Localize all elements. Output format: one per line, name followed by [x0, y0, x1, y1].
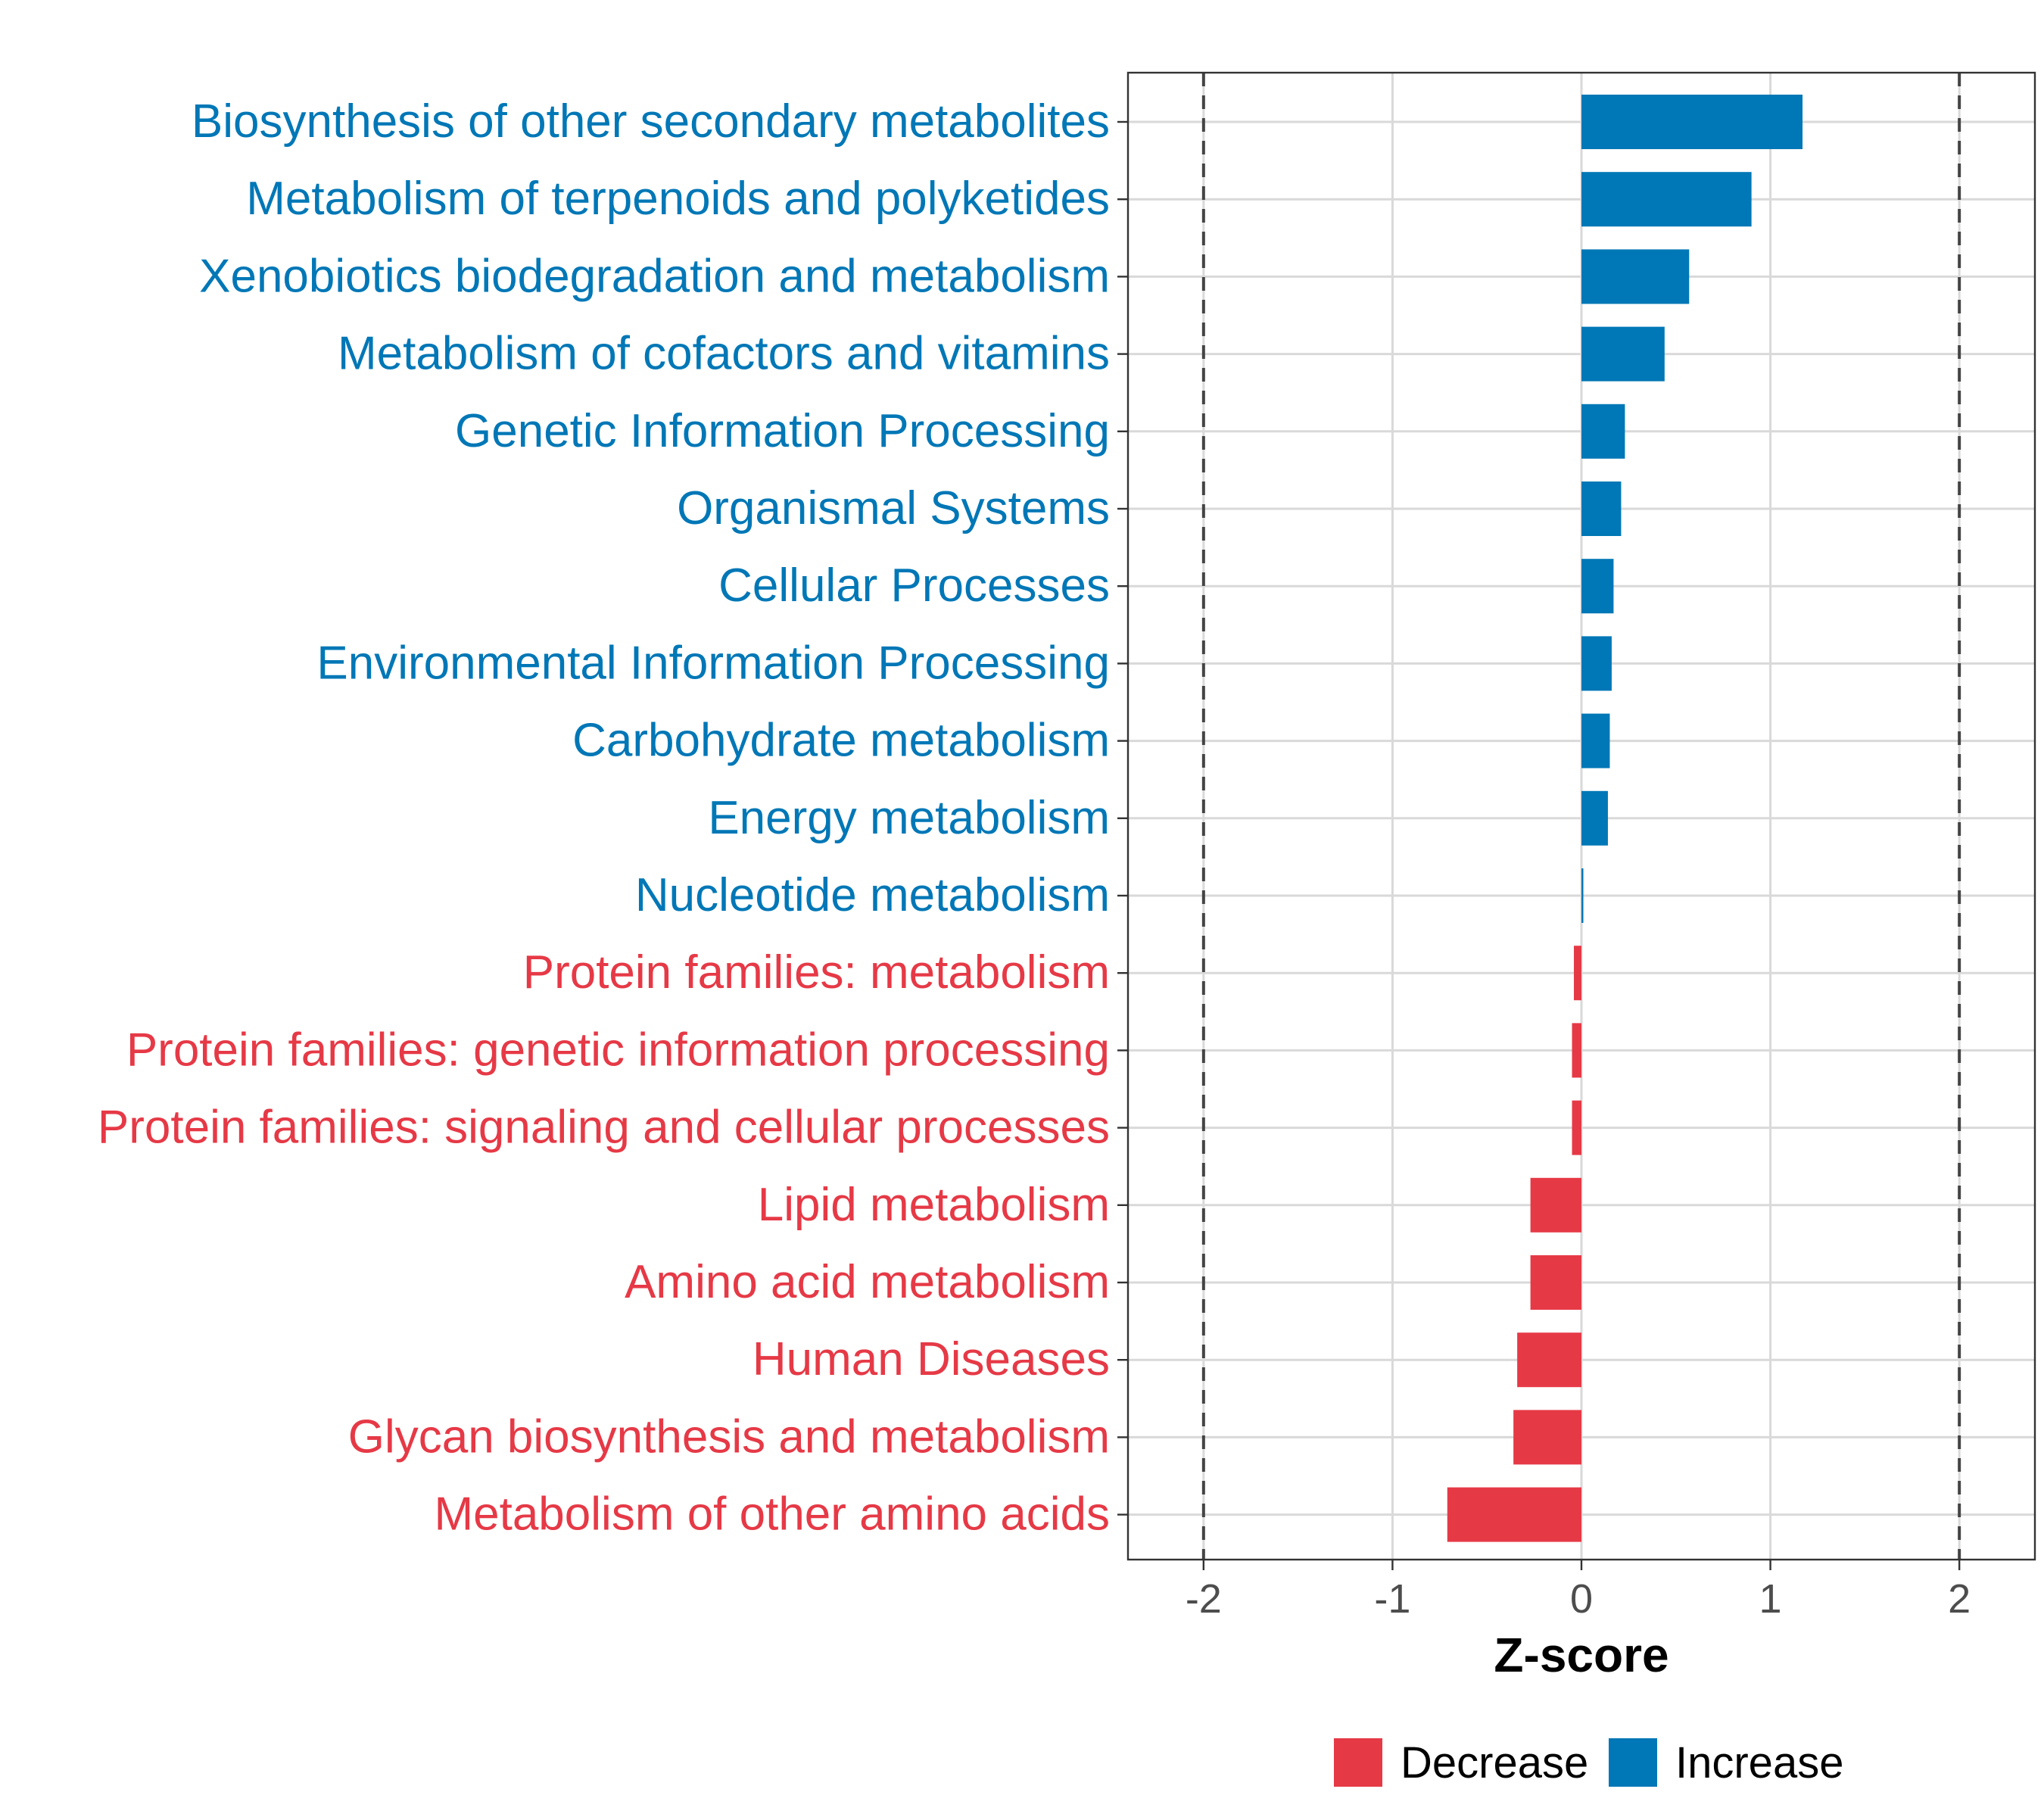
bar-17: [1517, 1332, 1581, 1388]
legend: Decrease Increase: [1334, 1738, 1843, 1787]
axis-layer: -2 -1 0 1 2: [1117, 120, 1971, 1622]
x-tick-label: -2: [1186, 1576, 1222, 1622]
legend-label-increase: Increase: [1675, 1738, 1843, 1787]
category-label: Genetic Information Processing: [455, 405, 1110, 457]
bar-10: [1581, 790, 1608, 846]
bar-11: [1581, 868, 1584, 923]
bar-5: [1581, 404, 1625, 459]
category-label: Environmental Information Processing: [316, 637, 1110, 689]
category-label: Biosynthesis of other secondary metaboli…: [192, 95, 1110, 148]
legend-label-decrease: Decrease: [1401, 1738, 1588, 1787]
bar-16: [1530, 1255, 1581, 1310]
bar-12: [1574, 946, 1581, 1001]
bar-13: [1572, 1023, 1581, 1078]
category-label: Metabolism of terpenoids and polyketides: [246, 173, 1110, 225]
bar-layer: [1447, 95, 1803, 1542]
bar-19: [1447, 1487, 1581, 1542]
category-label: Lipid metabolism: [758, 1179, 1110, 1231]
bar-3: [1581, 249, 1690, 304]
legend-swatch-decrease: [1334, 1738, 1382, 1787]
category-label: Human Diseases: [752, 1333, 1110, 1385]
category-label: Protein families: metabolism: [523, 946, 1110, 999]
x-tick-label: 0: [1570, 1576, 1593, 1622]
bar-9: [1581, 713, 1610, 768]
x-tick-label: 2: [1948, 1576, 1971, 1622]
bar-15: [1530, 1177, 1581, 1233]
category-label: Metabolism of other amino acids: [434, 1488, 1110, 1541]
x-axis-title: Z-score: [1494, 1628, 1669, 1682]
bar-8: [1581, 636, 1612, 691]
bar-14: [1572, 1100, 1581, 1155]
category-label: Protein families: signaling and cellular…: [98, 1102, 1110, 1154]
category-label: Amino acid metabolism: [625, 1256, 1110, 1308]
category-label: Organismal Systems: [677, 482, 1110, 535]
category-label-layer: Biosynthesis of other secondary metaboli…: [98, 95, 1110, 1541]
reference-line-layer: [1201, 73, 1961, 1560]
legend-swatch-increase: [1609, 1738, 1657, 1787]
category-label: Energy metabolism: [708, 792, 1110, 844]
category-label: Protein families: genetic information pr…: [126, 1024, 1110, 1076]
bar-2: [1581, 172, 1752, 227]
x-tick-label: -1: [1374, 1576, 1410, 1622]
bar-1: [1581, 95, 1803, 149]
category-label: Xenobiotics biodegradation and metabolis…: [199, 250, 1110, 302]
bar-4: [1581, 326, 1665, 382]
category-label: Metabolism of cofactors and vitamins: [338, 328, 1110, 380]
x-tick-label: 1: [1759, 1576, 1782, 1622]
category-label: Glycan biosynthesis and metabolism: [348, 1410, 1110, 1463]
category-label: Nucleotide metabolism: [635, 869, 1110, 921]
bar-7: [1581, 559, 1614, 614]
bar-18: [1513, 1410, 1581, 1465]
category-label: Cellular Processes: [718, 559, 1110, 612]
category-label: Carbohydrate metabolism: [572, 715, 1110, 767]
bar-6: [1581, 482, 1622, 536]
